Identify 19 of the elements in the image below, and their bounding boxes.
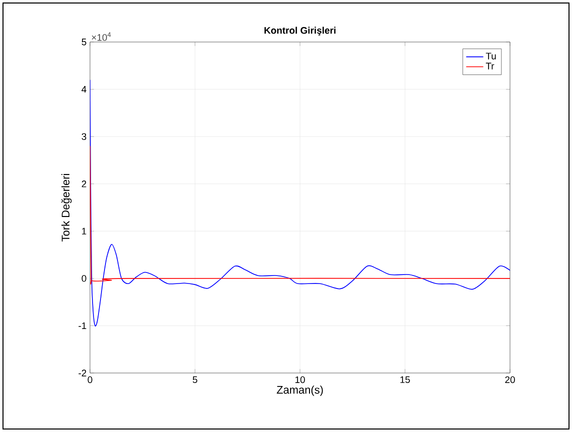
y-tick-label: 1 [82, 228, 86, 234]
y-tick-label: 4 [82, 86, 86, 93]
text: ×10$^{4}$ [92, 32, 111, 41]
legend-label: Tu [486, 52, 496, 60]
y-tick-label: -1 [78, 322, 86, 329]
x-tick-label: 20 [505, 376, 515, 384]
y-axis-title: Tork Değerleri [61, 174, 72, 242]
x-tick-label: 5 [192, 376, 198, 383]
x-tick-label: 15 [400, 376, 410, 383]
y-tick-label: 3 [82, 133, 86, 140]
chart-title: Kontrol Girişleri [264, 26, 336, 36]
y-tick-label: 0 [82, 275, 86, 282]
y-tick-label: 2 [82, 180, 86, 188]
x-axis-title: Zaman(s) [276, 386, 323, 396]
y-tick-label: 5 [82, 38, 86, 46]
y-tick-label: -2 [78, 370, 86, 376]
legend-label: Tr [486, 62, 494, 70]
x-tick-label: 0 [88, 376, 92, 384]
x-tick-label: 10 [295, 376, 305, 384]
